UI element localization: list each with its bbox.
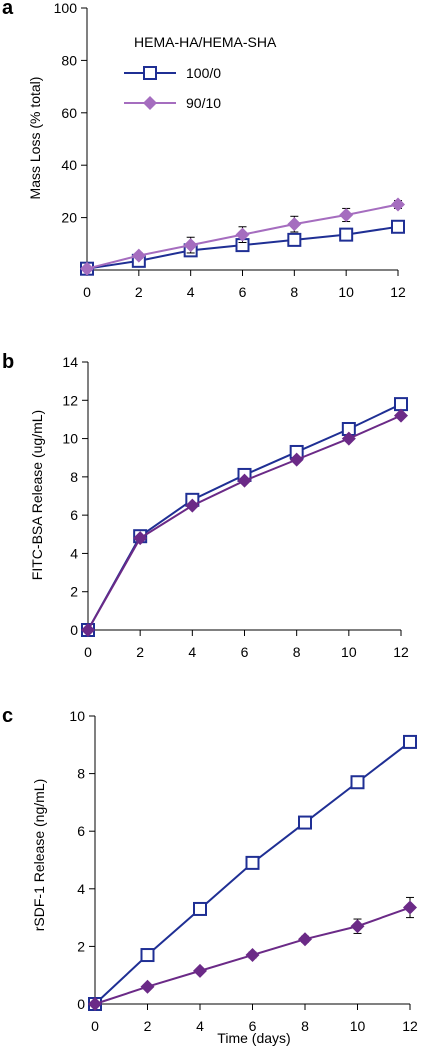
data-point-diamond-b bbox=[185, 498, 200, 513]
x-tick-label-b: 4 bbox=[188, 644, 196, 660]
data-point-square-c bbox=[350, 775, 365, 790]
x-tick-label-b: 0 bbox=[84, 644, 92, 660]
y-tick-label-c: 10 bbox=[69, 708, 85, 724]
panel-c: c rSDF-1 Release (ng/mL) Time (days) 0 2 4… bbox=[2, 705, 418, 1046]
series-line-b-1 bbox=[87, 414, 402, 631]
legend-label-90-10: 90/10 bbox=[186, 95, 221, 111]
x-tick-label-a: 0 bbox=[83, 284, 91, 300]
data-point-square-c bbox=[298, 815, 312, 830]
legend-label-100-0: 100/0 bbox=[186, 65, 221, 81]
data-point-diamond-c bbox=[193, 963, 207, 978]
y-axis-label-c: rSDF-1 Release (ng/mL) bbox=[31, 779, 47, 932]
data-point-square-a bbox=[287, 232, 302, 247]
y-tick-label-b: 8 bbox=[70, 469, 78, 485]
x-tick-label-b: 10 bbox=[341, 644, 357, 660]
x-tick-label-c: 8 bbox=[301, 1018, 309, 1034]
panel-label-a: a bbox=[2, 0, 14, 19]
data-point-square-c bbox=[193, 901, 207, 916]
panel-label-b: b bbox=[2, 351, 14, 373]
y-tick-label-a: 80 bbox=[61, 52, 77, 68]
y-tick-label-c: 6 bbox=[77, 823, 85, 839]
y-axis-label-a: Mass Loss (% total) bbox=[27, 77, 43, 200]
legend-diamond-marker bbox=[143, 96, 157, 110]
data-point-diamond-a bbox=[131, 248, 146, 263]
data-point-diamond-a bbox=[235, 227, 250, 242]
data-point-diamond-c bbox=[140, 979, 155, 994]
x-tick-label-b: 8 bbox=[293, 644, 301, 660]
data-point-diamond-a bbox=[287, 217, 302, 232]
data-point-square-a bbox=[339, 227, 354, 242]
y-tick-label-b: 10 bbox=[62, 431, 78, 447]
x-tick-label-b: 6 bbox=[241, 644, 249, 660]
data-point-diamond-a bbox=[391, 197, 405, 212]
panel-a: a Mass Loss (% total) HEMA-HA/HEMA-SHA 1… bbox=[2, 0, 406, 300]
data-point-square-b bbox=[394, 397, 408, 412]
x-tick-label-a: 4 bbox=[187, 284, 195, 300]
y-tick-label-a: 60 bbox=[61, 105, 77, 121]
data-point-diamond-c bbox=[245, 948, 260, 963]
y-tick-label-a: 20 bbox=[61, 210, 77, 226]
y-tick-label-c: 4 bbox=[77, 881, 85, 897]
y-tick-label-b: 4 bbox=[70, 545, 78, 561]
y-tick-label-b: 6 bbox=[70, 507, 78, 523]
x-tick-label-c: 12 bbox=[402, 1018, 418, 1034]
y-tick-label-b: 14 bbox=[62, 354, 78, 370]
x-tick-label-a: 12 bbox=[390, 284, 406, 300]
data-point-square-c bbox=[403, 734, 417, 749]
y-axis-label-b: FITC-BSA Release (ug/mL) bbox=[29, 410, 45, 580]
x-tick-label-c: 10 bbox=[350, 1018, 366, 1034]
y-tick-label-b: 0 bbox=[70, 622, 78, 638]
panel-label-c: c bbox=[2, 705, 13, 727]
data-point-diamond-b bbox=[394, 408, 408, 423]
data-point-diamond-a bbox=[339, 207, 354, 222]
legend-a: 100/0 90/10 bbox=[124, 65, 221, 111]
data-point-square-c bbox=[140, 948, 155, 963]
data-point-diamond-c bbox=[298, 932, 312, 947]
data-point-diamond-b bbox=[237, 473, 252, 488]
data-point-diamond-c bbox=[88, 997, 102, 1011]
data-point-diamond-a bbox=[183, 238, 198, 253]
y-tick-label-b: 2 bbox=[70, 584, 78, 600]
data-point-diamond-c bbox=[350, 919, 365, 934]
legend-title-a: HEMA-HA/HEMA-SHA bbox=[134, 34, 277, 50]
y-tick-label-c: 2 bbox=[77, 938, 85, 954]
data-point-diamond-a bbox=[80, 261, 94, 276]
data-point-diamond-b bbox=[81, 623, 95, 637]
x-tick-label-a: 10 bbox=[338, 284, 354, 300]
x-tick-label-a: 8 bbox=[290, 284, 298, 300]
y-tick-label-b: 12 bbox=[62, 392, 78, 408]
data-point-square-a bbox=[391, 219, 405, 234]
x-tick-label-b: 2 bbox=[136, 644, 144, 660]
x-tick-label-c: 4 bbox=[196, 1018, 204, 1034]
y-tick-label-a: 40 bbox=[61, 157, 77, 173]
data-point-diamond-b bbox=[133, 531, 148, 546]
x-tick-label-a: 6 bbox=[239, 284, 247, 300]
x-tick-label-c: 6 bbox=[249, 1018, 257, 1034]
y-tick-label-c: 8 bbox=[77, 766, 85, 782]
x-tick-label-c: 0 bbox=[91, 1018, 99, 1034]
data-point-diamond-b bbox=[341, 431, 356, 446]
x-axis-label-c: Time (days) bbox=[217, 1030, 290, 1046]
x-tick-label-b: 12 bbox=[393, 644, 409, 660]
data-point-diamond-c bbox=[403, 900, 417, 915]
legend-square-marker bbox=[143, 66, 157, 80]
x-tick-label-a: 2 bbox=[135, 284, 143, 300]
x-tick-label-c: 2 bbox=[144, 1018, 152, 1034]
data-point-diamond-b bbox=[289, 452, 304, 467]
y-tick-label-c: 0 bbox=[77, 996, 85, 1012]
data-point-square-c bbox=[245, 855, 260, 870]
panel-b: b FITC-BSA Release (ug/mL) 0 2 4 6 8 10 12 14 0 2… bbox=[2, 351, 409, 660]
y-tick-label-a: 100 bbox=[54, 0, 78, 16]
